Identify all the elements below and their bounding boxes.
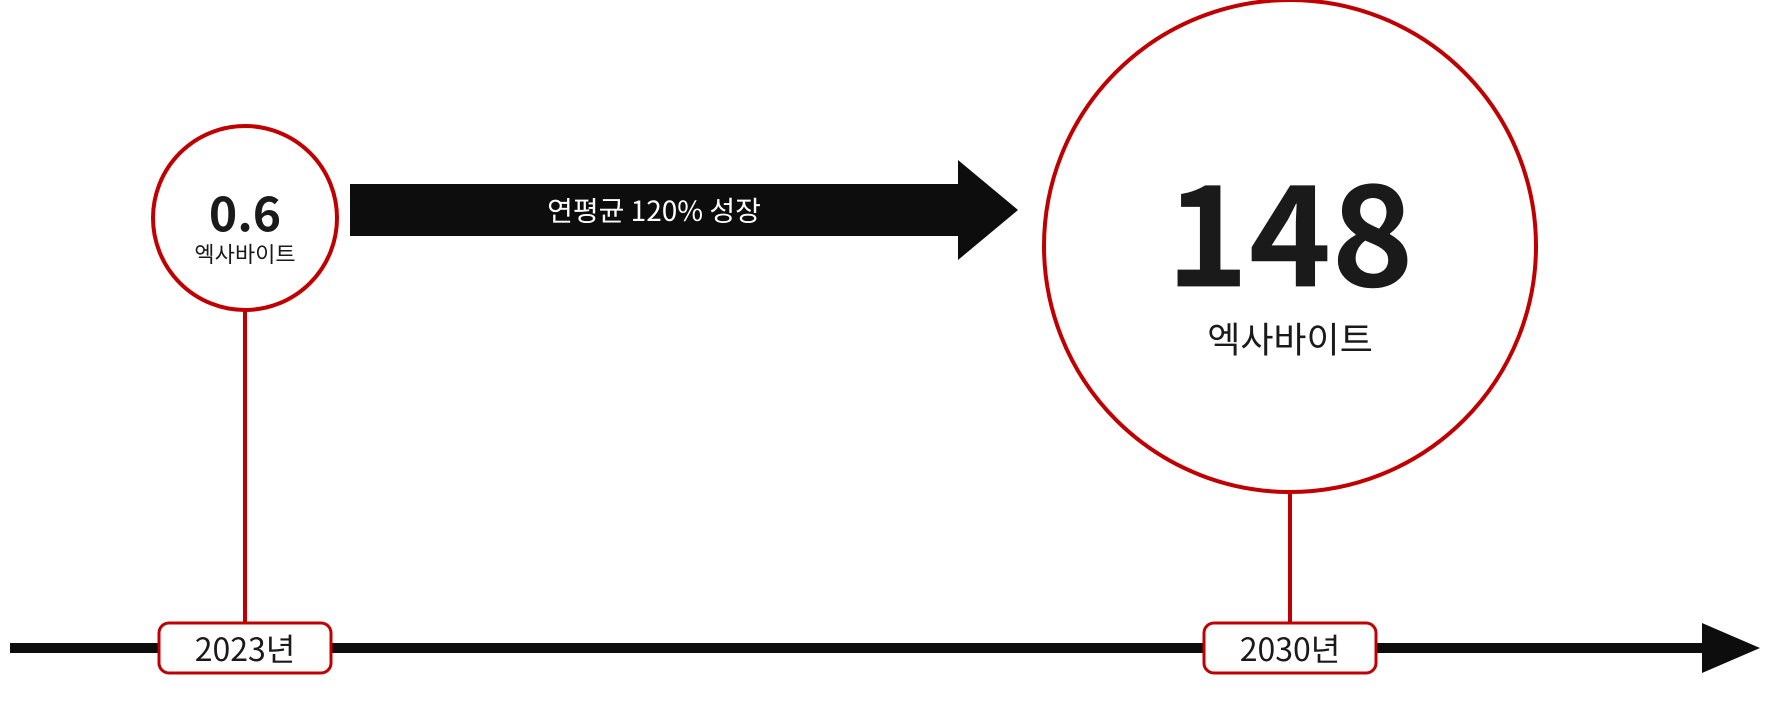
right-node-unit: 엑사바이트 xyxy=(1207,311,1373,363)
right-node-value: 148 xyxy=(1166,125,1414,327)
growth-arrow-label: 연평균 120% 성장 xyxy=(547,190,761,230)
left-node-unit: 엑사바이트 xyxy=(194,237,295,269)
left-node-value: 0.6 xyxy=(209,176,281,246)
year-label-2030: 2030년 xyxy=(1240,625,1340,671)
year-label-2023: 2023년 xyxy=(195,625,295,671)
